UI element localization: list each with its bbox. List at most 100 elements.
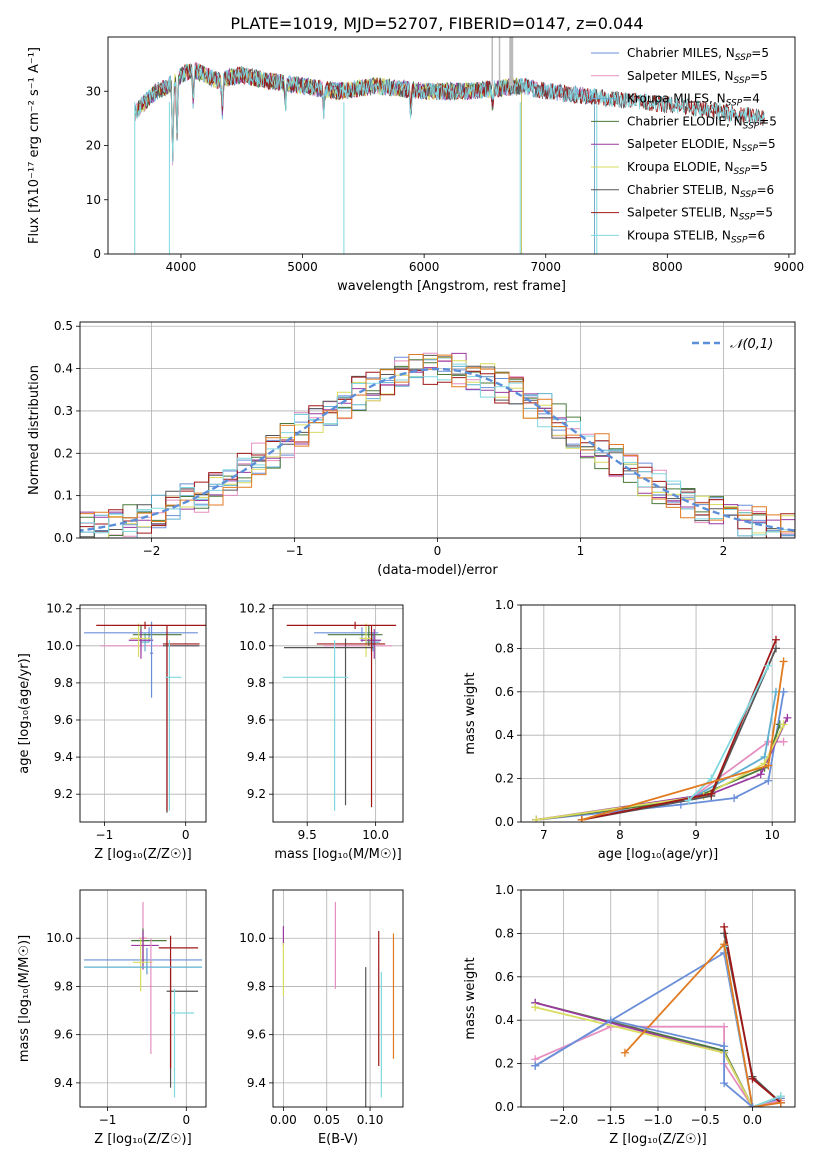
mass-vs-Z-panel: −1 0 9.4 9.6 9.8 10.0 Z [log₁₀(Z/Z☉)] mass [log… xyxy=(17,889,207,1147)
legend-suffix: =6 xyxy=(747,228,765,242)
massweight-vs-Z-frame xyxy=(520,889,796,1108)
massweight-vs-age-marker xyxy=(764,661,773,670)
spectrum-xtick-label: 9000 xyxy=(774,260,805,274)
mass-vs-EBV-xtick-label: 0.00 xyxy=(270,1113,297,1127)
massweight-vs-age-marker xyxy=(730,794,739,803)
massweight-vs-age-marker xyxy=(684,796,693,805)
age-vs-mass-ytick-label: 9.4 xyxy=(247,750,266,764)
age-vs-Z-ytick-label: 10.0 xyxy=(46,639,73,653)
age-vs-Z-xtick-label: −1 xyxy=(96,828,114,842)
massweight-vs-Z-ytick-label: 0.4 xyxy=(495,1013,514,1027)
spectrum-xlabel: wavelength [Angstrom, rest frame] xyxy=(337,279,566,294)
legend-subscript: SSP xyxy=(726,99,743,109)
massweight-vs-Z-xtick-label: −1.0 xyxy=(643,1113,672,1127)
massweight-vs-Z-marker xyxy=(531,1061,540,1070)
massweight-vs-Z-xtick-label: −2.0 xyxy=(549,1113,578,1127)
massweight-vs-Z-plot-area xyxy=(531,922,785,1107)
mass-vs-EBV-frame xyxy=(272,889,404,1108)
age-vs-Z-ytick-label: 9.8 xyxy=(54,676,73,690)
massweight-vs-Z-xtick-label: −1.5 xyxy=(596,1113,625,1127)
massweight-vs-age-ytick-label: 0.8 xyxy=(495,641,514,655)
massweight-vs-age-series-line xyxy=(581,648,777,821)
age-vs-Z-plot-area xyxy=(84,621,206,813)
spectrum-ytick-label: 20 xyxy=(86,139,101,153)
legend-suffix: =5 xyxy=(750,69,768,83)
spectrum-legend-label: Chabrier MILES, NSSP=5 xyxy=(627,46,769,63)
age-vs-Z-xlabel: Z [log₁₀(Z/Z☉)] xyxy=(94,847,191,862)
massweight-vs-Z-marker xyxy=(720,1022,729,1031)
massweight-vs-Z-ytick-label: 1.0 xyxy=(495,883,514,897)
spectrum-xtick-label: 4000 xyxy=(166,260,197,274)
massweight-vs-age-ylabel: mass weight xyxy=(463,672,478,754)
massweight-vs-Z-series-line xyxy=(534,1001,754,1107)
mass-vs-EBV-ytick-label: 10.0 xyxy=(239,931,266,945)
massweight-vs-age-marker xyxy=(756,770,765,779)
age-vs-mass-plot-area xyxy=(282,621,397,811)
mass-vs-EBV-ytick-label: 9.6 xyxy=(247,1028,266,1042)
massweight-vs-age-series-line xyxy=(581,661,785,821)
legend-suffix: =5 xyxy=(759,114,777,128)
mass-vs-EBV-panel: 0.00 0.05 0.10 9.4 9.6 9.8 10.0 E(B-V) xyxy=(239,889,404,1147)
massweight-vs-age-marker xyxy=(783,713,792,722)
massweight-vs-Z-series-line xyxy=(624,942,781,1107)
age-vs-Z-ytick-label: 9.2 xyxy=(54,787,73,801)
mass-vs-EBV-plot-area xyxy=(282,902,395,1107)
mass-vs-Z-frame xyxy=(79,889,207,1108)
spectrum-legend-label: Kroupa ELODIE, NSSP=5 xyxy=(627,160,768,177)
mass-vs-Z-ytick-label: 9.4 xyxy=(54,1076,73,1090)
legend-subscript: SSP xyxy=(743,121,760,131)
massweight-vs-age-ytick-label: 0.0 xyxy=(495,815,514,829)
age-vs-mass-xtick-label: 9.5 xyxy=(298,828,317,842)
massweight-vs-Z-marker xyxy=(748,1074,757,1083)
massweight-vs-age-xtick-label: 7 xyxy=(540,828,548,842)
massweight-vs-Z-ytick-label: 0.0 xyxy=(495,1100,514,1114)
mass-vs-Z-ylabel: mass [log₁₀(M/M☉)] xyxy=(17,935,32,1062)
massweight-vs-age-plot-area xyxy=(532,635,792,822)
massweight-vs-Z-xlabel: Z [log₁₀(Z/Z☉)] xyxy=(609,1132,706,1147)
spectrum-line xyxy=(134,63,765,163)
residuals-ytick-label: 0.5 xyxy=(54,319,73,333)
massweight-vs-age-ytick-label: 1.0 xyxy=(495,598,514,612)
spectrum-xtick-label: 8000 xyxy=(652,260,683,274)
spectrum-legend-label: Chabrier ELODIE, NSSP=5 xyxy=(627,114,777,131)
massweight-vs-age-xlabel: age [log₁₀(age/yr)] xyxy=(598,847,719,862)
mass-vs-Z-ytick-label: 9.6 xyxy=(54,1028,73,1042)
age-vs-mass-ytick-label: 10.0 xyxy=(239,639,266,653)
massweight-vs-Z-xtick-label: 0.0 xyxy=(743,1113,762,1127)
massweight-vs-Z-marker xyxy=(776,1098,785,1107)
spectrum-xtick-label: 6000 xyxy=(409,260,440,274)
spectrum-line xyxy=(134,62,765,162)
age-vs-Z-frame xyxy=(79,604,207,823)
massweight-vs-Z-series-line xyxy=(534,1001,754,1107)
residuals-xtick-label: 2 xyxy=(720,544,728,558)
legend-suffix: =5 xyxy=(755,206,773,220)
residuals-panel: −2 −1 0 1 2 0.0 0.1 0.2 0.3 0.4 0.5 (data-model)/er… xyxy=(27,319,796,578)
residuals-ytick-label: 0.3 xyxy=(54,404,73,418)
age-vs-mass-xlabel: mass [log₁₀(M/M☉)] xyxy=(274,847,401,862)
residuals-xtick-label: 1 xyxy=(577,544,585,558)
figure-title: PLATE=1019, MJD=52707, FIBERID=0147, z=0… xyxy=(230,14,643,33)
legend-subscript: SSP xyxy=(731,235,748,245)
massweight-vs-Z-ytick-label: 0.8 xyxy=(495,926,514,940)
massweight-vs-age-marker xyxy=(779,720,788,729)
massweight-vs-age-xtick-label: 8 xyxy=(616,828,624,842)
massweight-vs-Z-xtick-label: −0.5 xyxy=(691,1113,720,1127)
massweight-vs-age-marker xyxy=(779,657,788,666)
massweight-vs-age-series-line xyxy=(581,639,777,821)
legend-subscript: SSP xyxy=(741,144,758,154)
legend-suffix: =5 xyxy=(758,137,776,151)
massweight-vs-age-marker xyxy=(577,815,586,822)
massweight-vs-Z-marker xyxy=(620,1048,629,1057)
spectrum-frame xyxy=(107,36,796,255)
age-vs-mass-frame xyxy=(272,604,404,823)
age-vs-mass-ytick-label: 10.2 xyxy=(239,602,266,616)
mass-vs-EBV-xtick-label: 0.10 xyxy=(357,1113,384,1127)
mass-vs-EBV-ytick-label: 9.4 xyxy=(247,1076,266,1090)
massweight-vs-age-ytick-label: 0.6 xyxy=(495,685,514,699)
legend-suffix: =5 xyxy=(751,46,769,60)
massweight-vs-age-marker xyxy=(764,776,773,785)
legend-suffix: =5 xyxy=(750,160,768,174)
residuals-xlabel: (data-model)/error xyxy=(377,563,498,578)
age-vs-mass-ytick-label: 9.6 xyxy=(247,713,266,727)
massweight-vs-age-xtick-label: 9 xyxy=(692,828,700,842)
